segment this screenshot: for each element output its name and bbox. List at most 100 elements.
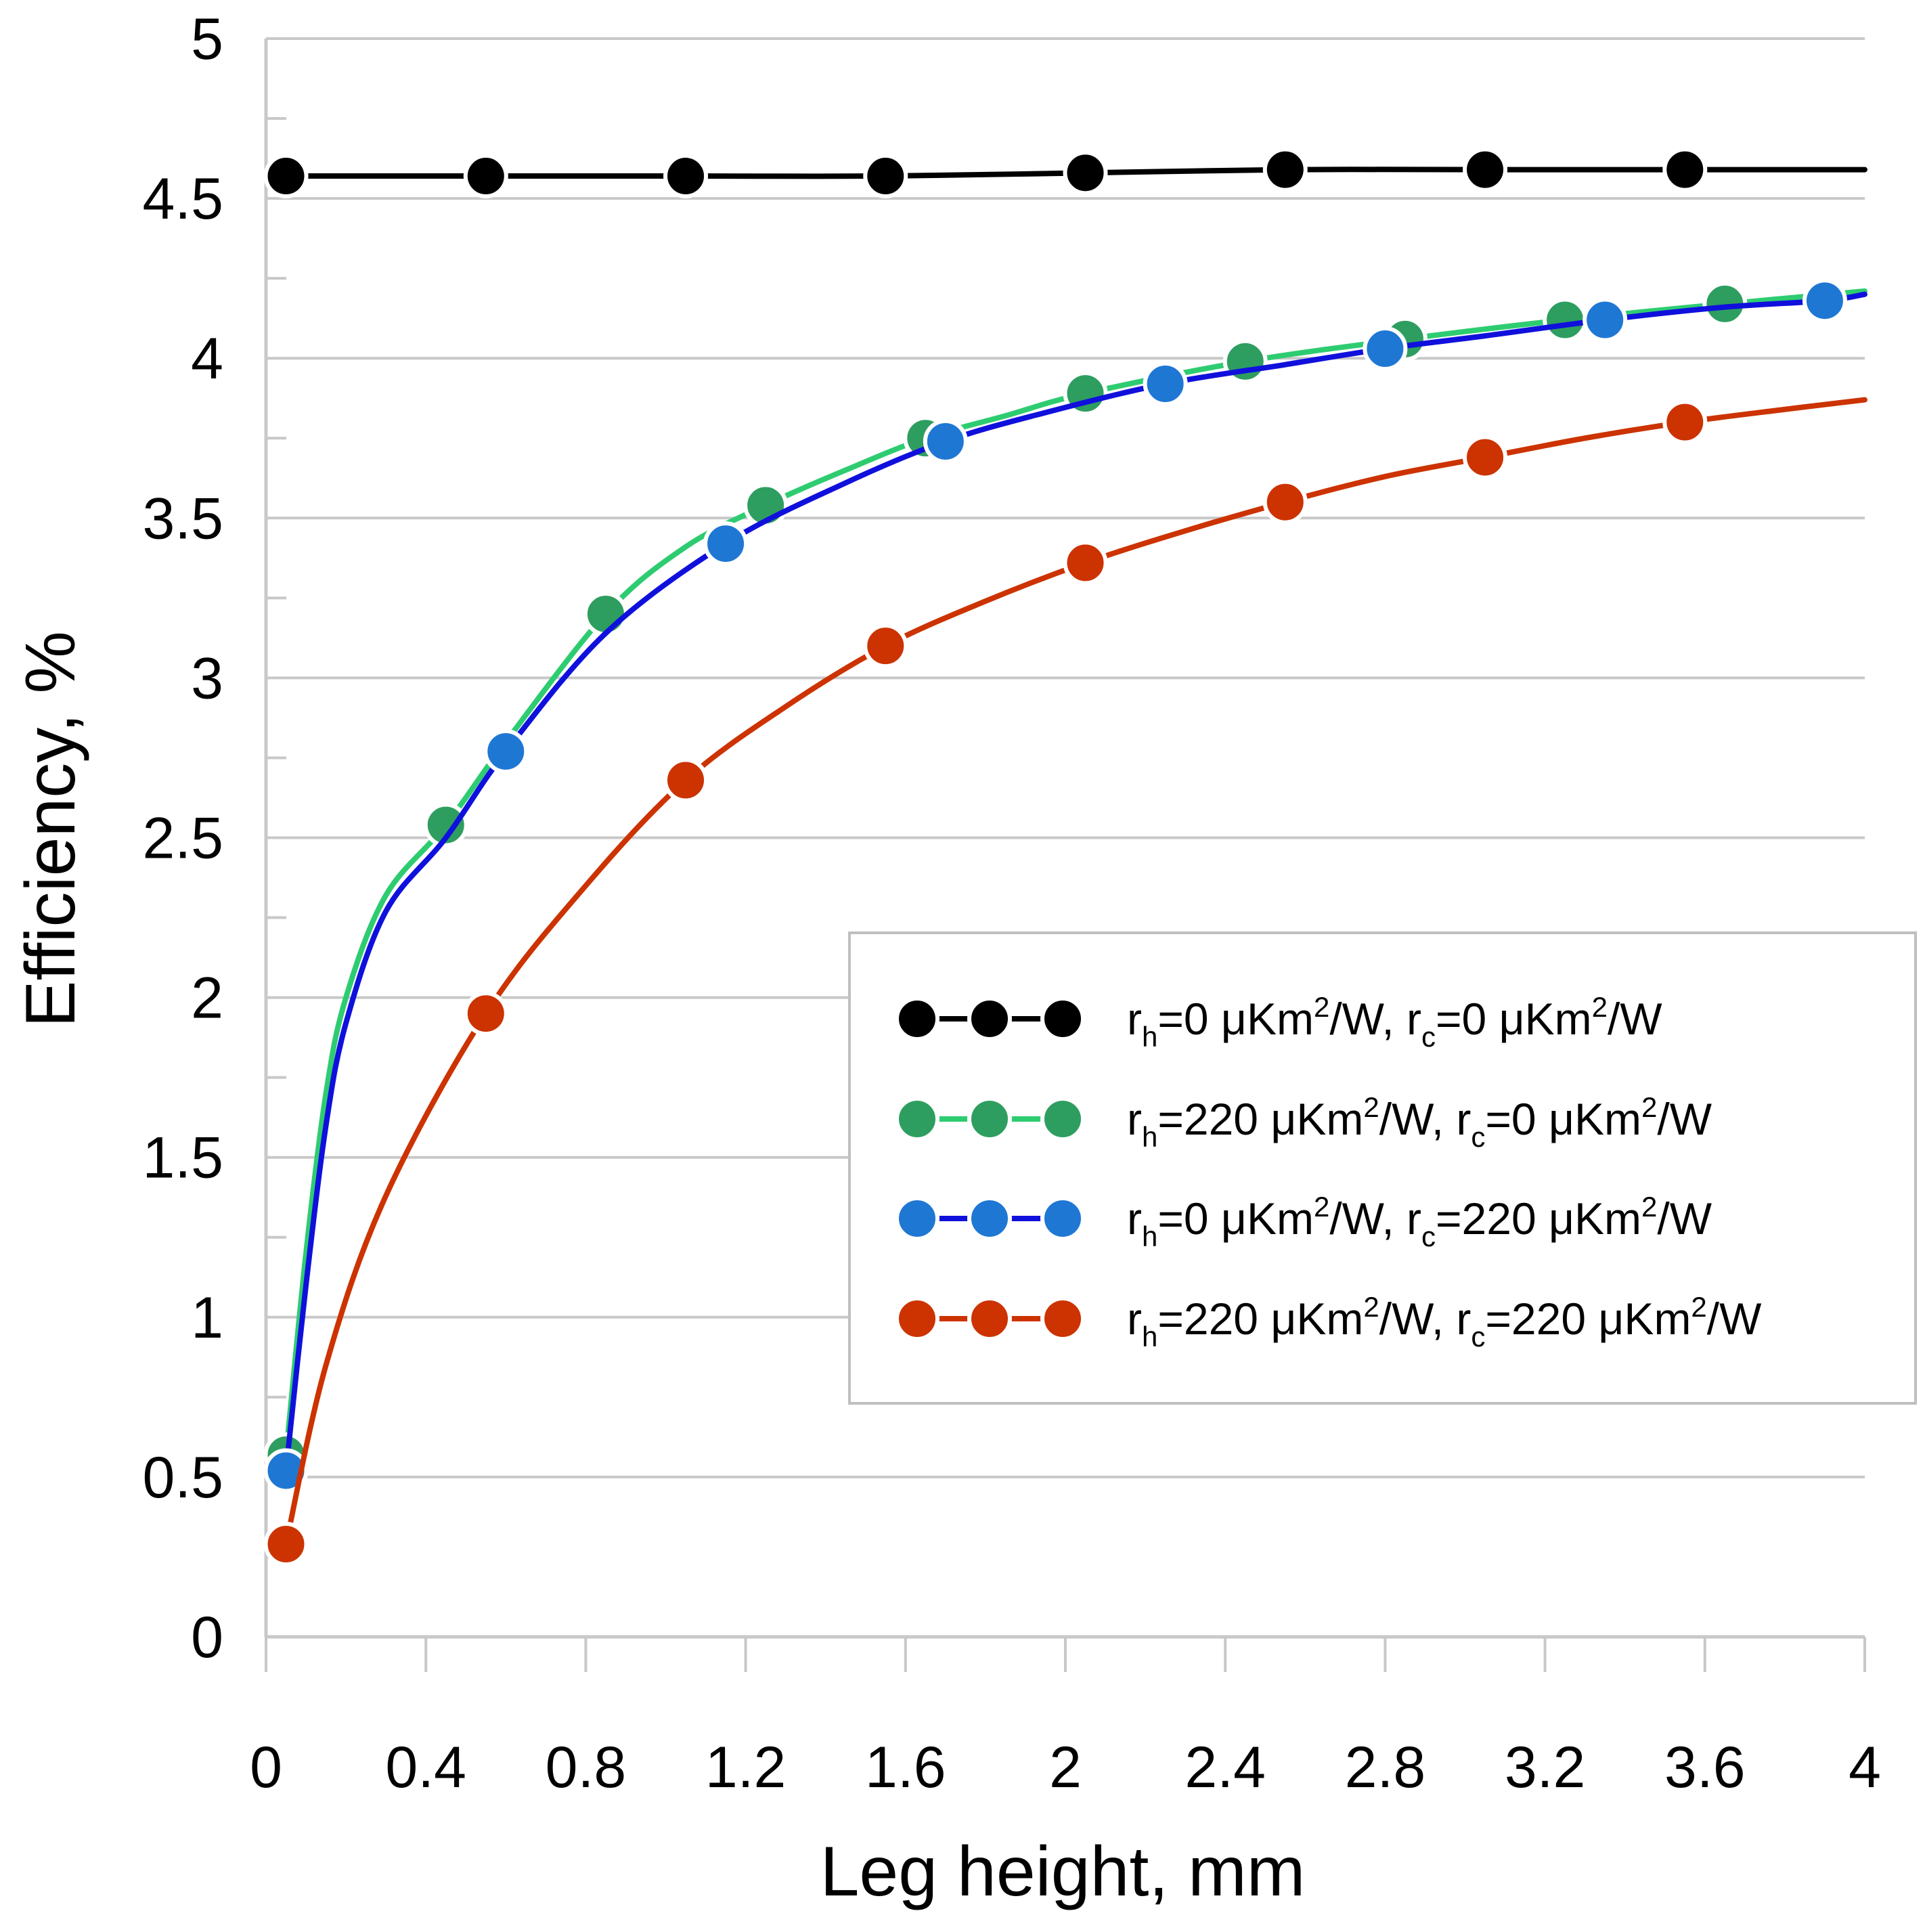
y-tick-label: 3 <box>191 646 223 711</box>
legend-label-part: h <box>1142 1121 1157 1153</box>
legend-label-part: /W, <box>1379 1294 1457 1344</box>
legend-label-part: 2 <box>1592 991 1608 1023</box>
legend-marker <box>895 996 939 1041</box>
legend-label-part: /W <box>1657 1193 1712 1244</box>
data-point <box>483 729 529 774</box>
legend-label: rh=220 μKm2/W, rc=220 μKm2/W <box>1127 1291 1762 1353</box>
data-point <box>463 991 508 1036</box>
legend-item: rh=220 μKm2/W, rc=220 μKm2/W <box>895 1291 1762 1353</box>
x-tick-label: 1.6 <box>865 1735 946 1800</box>
legend-label-part: /W, <box>1379 1094 1457 1144</box>
series-layer <box>263 147 1867 1567</box>
data-point <box>263 1448 309 1493</box>
y-axis-title: Efficiency, % <box>12 631 90 1028</box>
legend-marker <box>1040 996 1085 1041</box>
y-tick-label: 5 <box>191 7 223 72</box>
legend-label-part: =0 μKm <box>1485 1094 1641 1144</box>
data-point <box>1463 435 1508 480</box>
legend-label-part: 2 <box>1363 1291 1379 1323</box>
y-tick-label: 4.5 <box>142 167 223 232</box>
legend-label-part: /W <box>1657 1094 1712 1144</box>
legend-marker <box>967 1196 1012 1241</box>
data-point <box>1222 338 1268 384</box>
data-point <box>923 418 968 464</box>
legend-label-part: =0 μKm <box>1157 1193 1314 1244</box>
legend-item: rh=0 μKm2/W, rc=220 μKm2/W <box>895 1191 1712 1252</box>
legend: rh=0 μKm2/W, rc=0 μKm2/Wrh=220 μKm2/W, r… <box>848 931 1917 1405</box>
x-tick-label: 0 <box>250 1735 282 1800</box>
legend-label-part: =0 μKm <box>1436 994 1592 1044</box>
y-tick-label: 3.5 <box>142 486 223 551</box>
legend-label-part: h <box>1142 1321 1157 1353</box>
data-point <box>583 591 628 636</box>
data-point <box>1143 361 1188 406</box>
data-point <box>1063 540 1108 586</box>
x-tick-label: 1.2 <box>705 1735 787 1800</box>
y-tick-label: 1 <box>191 1286 223 1351</box>
x-axis-title: Leg height, mm <box>820 1832 1306 1911</box>
legend-marker <box>1040 1097 1085 1141</box>
legend-marker <box>895 1296 939 1341</box>
series-line <box>283 291 1867 1474</box>
legend-marker <box>895 1097 939 1141</box>
legend-marker <box>1040 1196 1085 1241</box>
legend-label-part: =220 μKm <box>1157 1094 1363 1144</box>
legend-label-part: 2 <box>1641 1191 1657 1223</box>
y-tick-label: 2.5 <box>142 806 223 871</box>
legend-label-part: 2 <box>1691 1291 1706 1323</box>
legend-label-part: r <box>1127 994 1142 1044</box>
data-point <box>663 758 709 803</box>
legend-label-part: =220 μKm <box>1157 1294 1363 1344</box>
x-tick-label: 2 <box>1049 1735 1082 1800</box>
legend-label-part: c <box>1471 1121 1485 1153</box>
series-line <box>283 397 1867 1547</box>
data-point <box>263 1522 309 1567</box>
data-point <box>1262 147 1308 192</box>
y-tick-label: 1.5 <box>142 1126 223 1191</box>
data-point <box>1063 150 1108 196</box>
legend-label-part: c <box>1421 1021 1436 1053</box>
x-tick-label: 0.8 <box>546 1735 627 1800</box>
series-2 <box>263 278 1867 1493</box>
x-tick-label: 0.4 <box>385 1735 466 1800</box>
data-point <box>703 521 749 567</box>
legend-label-part: /W <box>1608 994 1662 1044</box>
y-tick-label: 0.5 <box>142 1445 223 1510</box>
legend-label-part: r <box>1407 1193 1421 1244</box>
legend-label-part: =220 μKm <box>1485 1294 1691 1344</box>
legend-label: rh=0 μKm2/W, rc=0 μKm2/W <box>1127 991 1662 1053</box>
legend-marker <box>967 1296 1012 1341</box>
data-point <box>423 802 468 848</box>
legend-label: rh=0 μKm2/W, rc=220 μKm2/W <box>1127 1191 1712 1252</box>
y-tick-label: 0 <box>191 1605 223 1670</box>
data-point <box>663 154 709 199</box>
data-point <box>1662 399 1708 445</box>
x-tick-label: 4 <box>1849 1735 1881 1800</box>
x-tick-label: 3.6 <box>1664 1735 1746 1800</box>
legend-label-part: r <box>1127 1094 1142 1144</box>
legend-label-part: 2 <box>1314 991 1329 1023</box>
y-tick-label: 4 <box>191 326 223 391</box>
legend-label-part: 2 <box>1363 1091 1379 1123</box>
legend-label-part: =0 μKm <box>1157 994 1314 1044</box>
data-point <box>463 154 508 199</box>
legend-label-part: r <box>1407 994 1421 1044</box>
legend-label-part: /W, <box>1329 1193 1407 1244</box>
legend-marker <box>967 1097 1012 1141</box>
x-tick-label: 2.4 <box>1185 1735 1266 1800</box>
data-point <box>1463 147 1508 192</box>
legend-label-part: r <box>1127 1294 1142 1344</box>
legend-label-part: r <box>1456 1094 1471 1144</box>
data-point <box>1583 297 1628 343</box>
series-0 <box>263 147 1867 199</box>
legend-label-part: /W, <box>1329 994 1407 1044</box>
data-point <box>1543 297 1588 343</box>
legend-label-part: /W <box>1707 1294 1762 1344</box>
legend-label-part: 2 <box>1641 1091 1657 1123</box>
data-point <box>263 154 309 199</box>
tick-labels: 0 0.5 1 1.5 2 2.5 3 3.5 4 4.5 5 0 0.4 0.8 1.2 1.6 2 2.4 2.… <box>142 7 1880 1800</box>
series-3 <box>263 397 1867 1567</box>
legend-label-part: r <box>1456 1294 1471 1344</box>
data-point <box>863 154 908 199</box>
